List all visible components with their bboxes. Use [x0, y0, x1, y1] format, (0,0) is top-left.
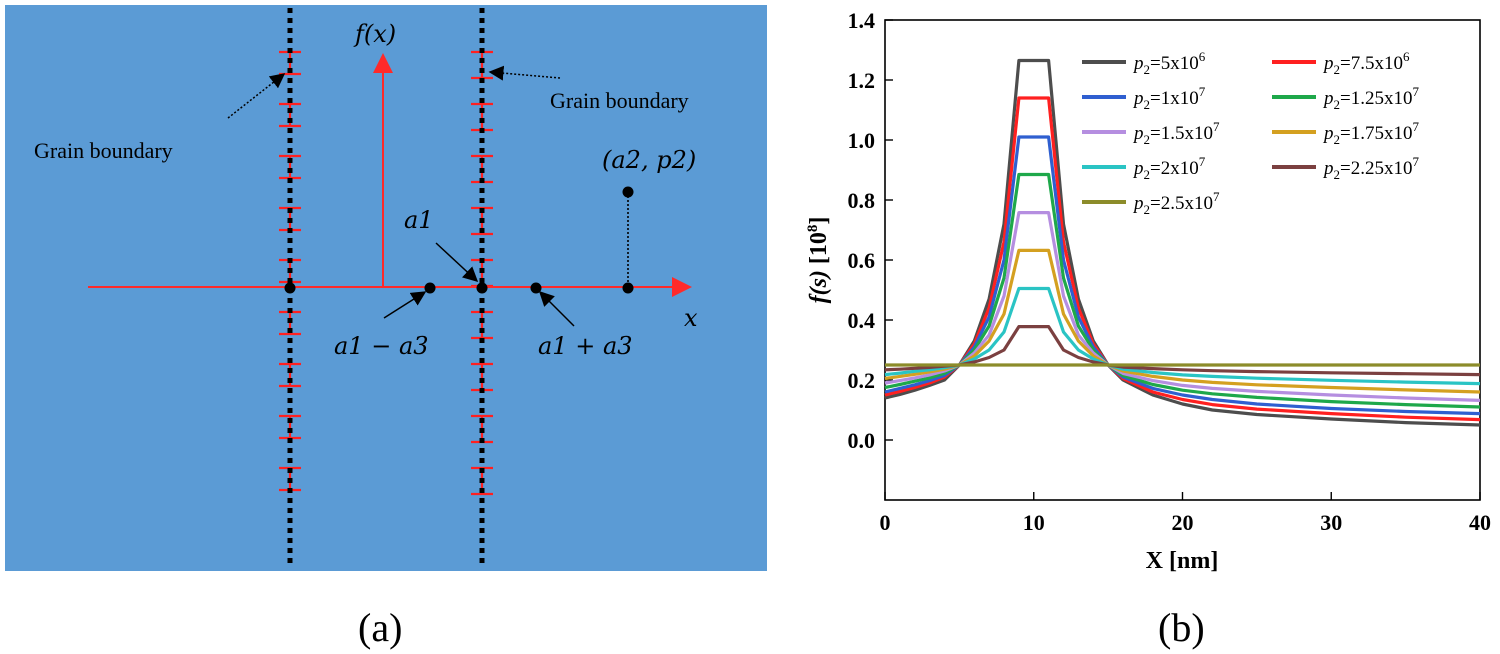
panel-b-label: (b) — [1158, 605, 1205, 650]
y-tick-label: 0.6 — [848, 248, 876, 273]
series-line-6 — [884, 286, 1481, 386]
point-a1-minus-a3 — [424, 282, 436, 294]
series-line-0 — [884, 58, 1481, 427]
legend-label: p2=1.75x107 — [1322, 119, 1419, 147]
a1-minus-a3-label: a1 − a3 — [334, 332, 429, 360]
x-tick-label: 10 — [1023, 510, 1045, 535]
gb-right-label: Grain boundary — [550, 88, 689, 113]
panel-b-chart: 0 10 20 30 40 0.0 0.2 0.4 0.6 0.8 1.0 1.2 1.4 p2=5x1… — [805, 8, 1491, 574]
panel-a-schematic: Grain boundary Grain boundary f(x) x a1 … — [5, 5, 767, 571]
y-tick-label: 0.2 — [848, 368, 876, 393]
legend-label: p2=2.5x107 — [1132, 189, 1220, 217]
panel-a-label: (a) — [358, 605, 403, 650]
point-left-boundary — [284, 282, 296, 294]
a1-label: a1 — [404, 206, 434, 234]
legend: p2=5x106 p2=7.5x106 p2=1x107 p2=1.25x107 p2=… — [1082, 49, 1419, 217]
a1-pointer-arrow — [435, 242, 479, 283]
y-tick-label: 1.4 — [848, 8, 876, 33]
x-axis-label: x — [684, 304, 698, 332]
point-a1 — [476, 282, 488, 294]
legend-label: p2=2.25x107 — [1322, 154, 1419, 182]
a1-plus-a3-label: a1 + a3 — [538, 332, 633, 360]
gb-left-label: Grain boundary — [34, 138, 173, 163]
legend-label: p2=1x107 — [1132, 84, 1206, 112]
y-tick-label: 1.2 — [848, 68, 876, 93]
point-a2-p2 — [622, 186, 634, 198]
a2-p2-label: (a2, p2) — [602, 146, 696, 174]
series-line-3 — [884, 172, 1481, 409]
y-tick-label: 1.0 — [848, 128, 876, 153]
legend-label: p2=5x106 — [1132, 49, 1206, 77]
y-axis-title: f(s) [108] — [805, 217, 832, 304]
y-tick-label: 0.0 — [848, 428, 876, 453]
axis-ticks: 0 10 20 30 40 0.0 0.2 0.4 0.6 0.8 1.0 1.2 1.4 — [848, 8, 1492, 535]
y-axis-label: f(x) — [353, 20, 396, 48]
y-tick-label: 0.8 — [848, 188, 876, 213]
legend-label: p2=1.25x107 — [1322, 84, 1419, 112]
legend-label: p2=2x107 — [1132, 154, 1206, 182]
y-tick-label: 0.4 — [848, 308, 876, 333]
x-tick-label: 40 — [1469, 510, 1491, 535]
a1-plus-a3-pointer-arrow — [538, 290, 575, 327]
series-line-1 — [884, 96, 1481, 422]
x-tick-label: 0 — [880, 510, 891, 535]
data-series — [884, 58, 1481, 427]
x-tick-label: 30 — [1320, 510, 1342, 535]
series-line-4 — [884, 211, 1481, 402]
x-axis-title: X [nm] — [1146, 548, 1219, 574]
series-line-5 — [884, 248, 1481, 394]
x-tick-label: 20 — [1172, 510, 1194, 535]
point-a1-plus-a3 — [530, 282, 542, 294]
legend-label: p2=7.5x106 — [1322, 49, 1410, 77]
series-line-2 — [884, 135, 1481, 416]
legend-label: p2=1.5x107 — [1132, 119, 1220, 147]
a1-minus-a3-pointer-arrow — [383, 291, 427, 319]
point-a3-axis — [622, 282, 634, 294]
